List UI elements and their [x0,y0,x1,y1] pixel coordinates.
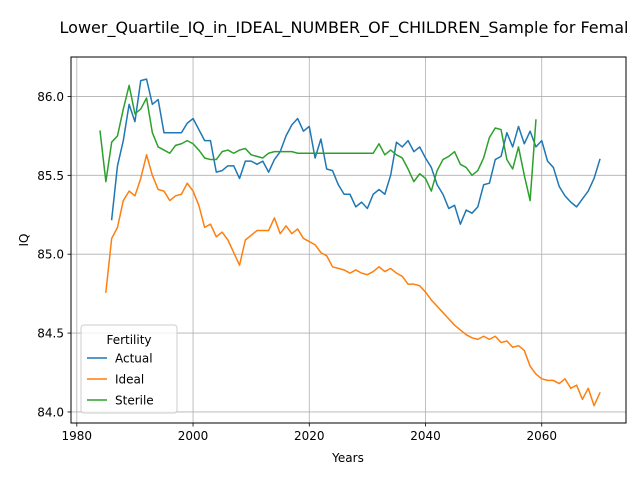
legend-label-sterile: Sterile [115,394,154,408]
x-axis-ticks: 1980 2000 2020 2040 2060 [62,423,557,443]
y-tick-label: 84.0 [37,405,64,419]
series-line-actual [110,78,601,225]
x-tick-label: 2000 [178,429,209,443]
legend-box [80,324,178,414]
legend-label-ideal: Ideal [115,373,144,387]
series-line-sterile [99,84,537,202]
legend-label-actual: Actual [115,352,153,366]
x-tick-label: 2040 [410,429,441,443]
y-tick-label: 84.5 [37,327,64,341]
x-axis-label: Years [331,451,364,465]
x-tick-label: 2060 [526,429,557,443]
y-axis-label: IQ [17,234,31,247]
x-tick-label: 2020 [294,429,325,443]
y-tick-label: 85.0 [37,248,64,262]
series-layer [99,78,601,407]
y-tick-label: 85.5 [37,169,64,183]
y-tick-label: 86.0 [37,90,64,104]
series-line-ideal [105,154,601,407]
legend-title: Fertility [106,333,151,347]
plot-area-frame [70,56,627,424]
grid [71,57,626,423]
legend: Fertility Actual Ideal Sterile [80,324,178,414]
y-axis-ticks: 84.0 84.5 85.0 85.5 86.0 [37,90,71,419]
x-tick-label: 1980 [62,429,93,443]
chart-title: Lower_Quartile_IQ_in_IDEAL_NUMBER_OF_CHI… [60,18,629,38]
